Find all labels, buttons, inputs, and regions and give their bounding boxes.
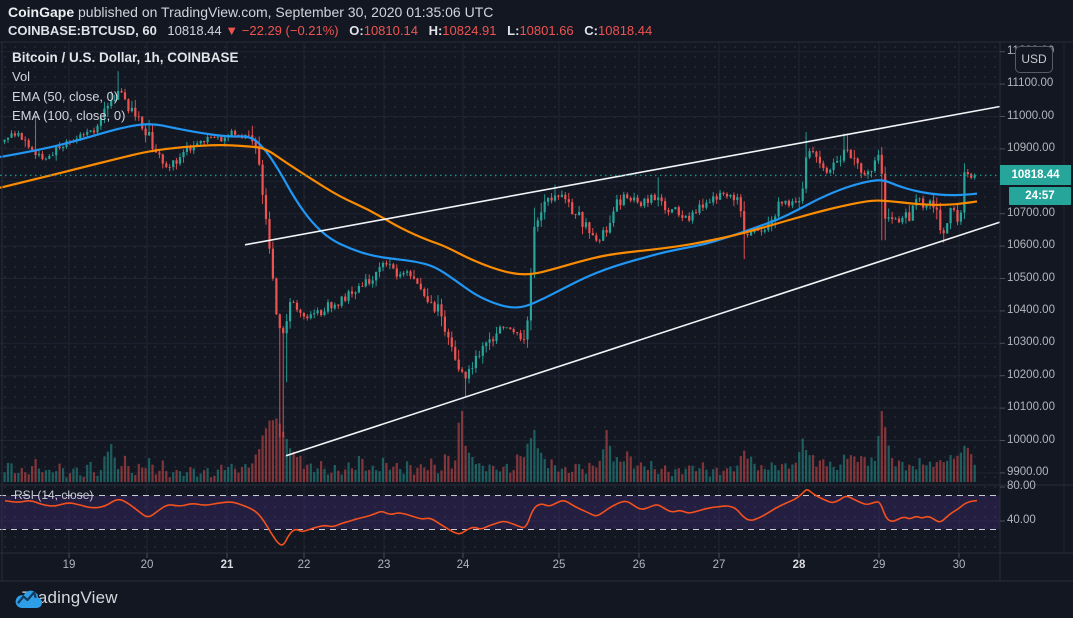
open-label: O: bbox=[349, 23, 364, 38]
last-price: 10818.44 bbox=[167, 23, 222, 38]
price-axis-label: 10600.00 bbox=[1007, 239, 1055, 252]
candlestick-series bbox=[3, 71, 976, 438]
rsi-bound-lines bbox=[0, 494, 1000, 531]
time-axis-label: 26 bbox=[632, 559, 646, 571]
legend-ema100[interactable]: EMA (100, close, 0) bbox=[12, 108, 126, 124]
price-axis-label: 10400.00 bbox=[1007, 303, 1055, 316]
publish-info: published on TradingView.com, September … bbox=[74, 4, 494, 20]
time-axis-label: 29 bbox=[872, 559, 886, 571]
ema50-line bbox=[0, 123, 978, 309]
down-arrow-icon: ▼ bbox=[225, 23, 239, 38]
time-axis-label: 27 bbox=[712, 559, 726, 571]
price-axis-label: 11100.00 bbox=[1007, 77, 1054, 90]
price-axis-label: 10200.00 bbox=[1007, 368, 1055, 381]
time-axis-label: 25 bbox=[552, 559, 566, 571]
publish-header: CoinGape published on TradingView.com, S… bbox=[8, 4, 493, 20]
rsi-line bbox=[4, 489, 978, 546]
price-axis-label: 10500.00 bbox=[1007, 271, 1055, 284]
legend-symbol-title[interactable]: Bitcoin / U.S. Dollar, 1h, COINBASE bbox=[12, 50, 239, 65]
price-axis-label: 9900.00 bbox=[1007, 465, 1049, 478]
axis-tick-marks bbox=[68, 51, 1005, 558]
price-axis-label: 10900.00 bbox=[1007, 141, 1055, 154]
time-axis-label: 30 bbox=[952, 559, 966, 571]
tradingview-logo[interactable]: TradingView bbox=[14, 588, 118, 609]
rsi-band bbox=[0, 495, 1000, 530]
close-label: C: bbox=[584, 23, 599, 38]
time-axis-label: 24 bbox=[456, 559, 470, 571]
legend-volume[interactable]: Vol bbox=[12, 69, 31, 85]
open-value: 10810.14 bbox=[363, 23, 418, 38]
bar-countdown-timer: 24:57 bbox=[1009, 187, 1071, 205]
price-axis-label: 10000.00 bbox=[1007, 433, 1055, 446]
time-axis-label: 21 bbox=[220, 559, 234, 571]
grid-lines bbox=[0, 42, 1000, 553]
low-value: 10801.66 bbox=[519, 23, 574, 38]
rsi-legend[interactable]: RSI (14, close) bbox=[14, 488, 94, 502]
ticker-bar: COINBASE:BTCUSD, 60 10818.44 ▼ −22.29 (−… bbox=[8, 23, 652, 38]
time-axis-label: 23 bbox=[377, 559, 391, 571]
price-axis-label: 11000.00 bbox=[1007, 109, 1055, 122]
time-axis-label: 28 bbox=[792, 559, 806, 571]
price-axis-label: 10700.00 bbox=[1007, 206, 1055, 219]
trendline-upper-channel[interactable] bbox=[244, 105, 1001, 246]
pane-borders bbox=[0, 41, 1073, 582]
brand-name: CoinGape bbox=[8, 4, 75, 20]
time-axis-label: 22 bbox=[297, 559, 311, 571]
volume-series bbox=[3, 411, 976, 482]
legend-ema50[interactable]: EMA (50, close, 0) bbox=[12, 88, 119, 104]
ticker-symbol: COINBASE:BTCUSD, 60 bbox=[8, 23, 157, 38]
trendline-lower-channel[interactable] bbox=[285, 221, 1001, 457]
low-label: L: bbox=[507, 23, 520, 38]
currency-toggle-button[interactable]: USD bbox=[1015, 46, 1053, 73]
time-axis-label: 20 bbox=[140, 559, 154, 571]
ema100-line bbox=[0, 144, 978, 276]
price-change: −22.29 (−0.21%) bbox=[241, 23, 339, 38]
rsi-axis-label: 80.00 bbox=[1007, 480, 1036, 492]
price-axis-label: 10300.00 bbox=[1007, 336, 1055, 349]
close-value: 10818.44 bbox=[598, 23, 653, 38]
price-axis-label: 10100.00 bbox=[1007, 401, 1055, 414]
rsi-axis-label: 40.00 bbox=[1007, 514, 1036, 526]
high-label: H: bbox=[428, 23, 443, 38]
high-value: 10824.91 bbox=[442, 23, 497, 38]
time-axis-label: 19 bbox=[62, 559, 76, 571]
tradingview-logo-text: TradingView bbox=[22, 588, 118, 607]
chart-legend: Bitcoin / U.S. Dollar, 1h, COINBASE Vol … bbox=[12, 48, 239, 126]
last-price-tag: 10818.44 bbox=[1000, 165, 1071, 185]
